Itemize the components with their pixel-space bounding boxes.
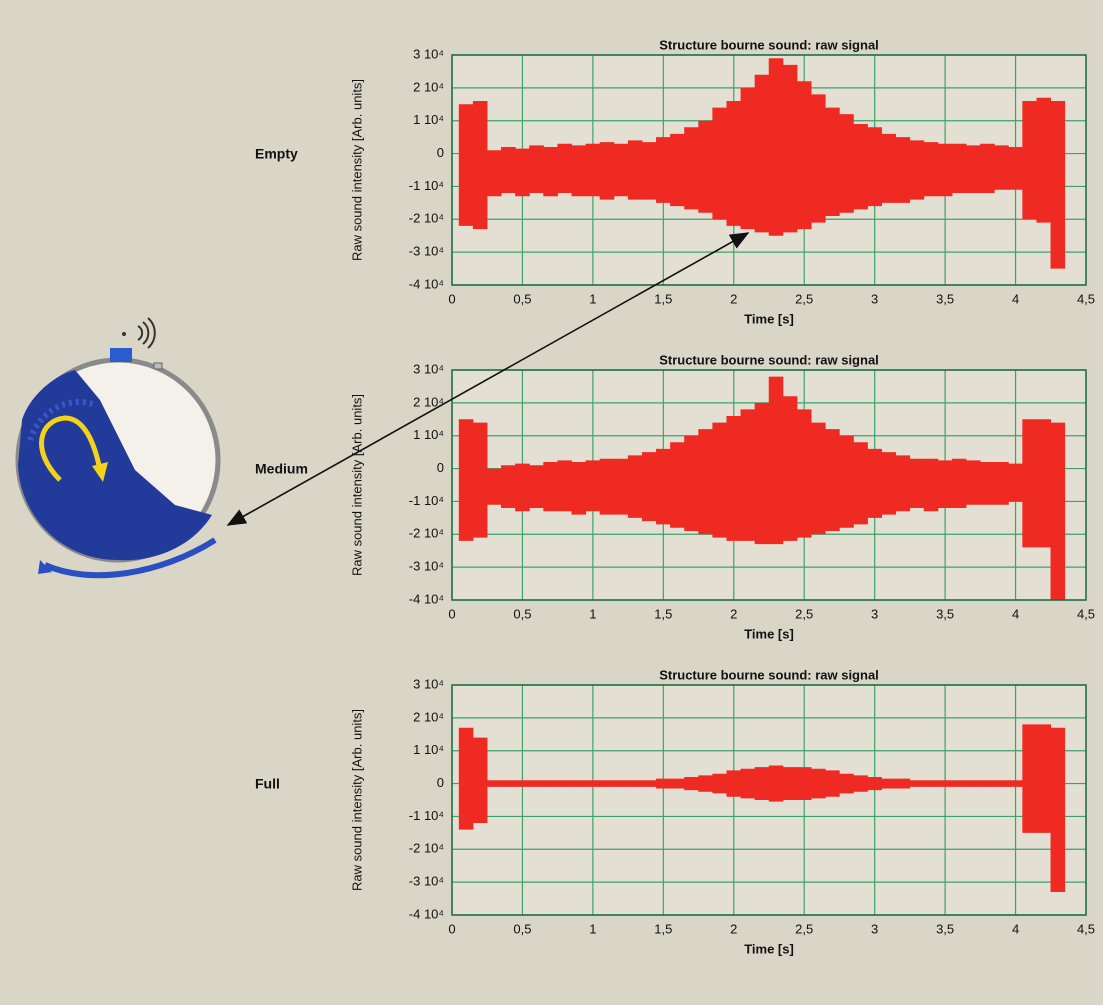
x-tick-label: 2: [730, 291, 737, 306]
y-tick-label: 1 10⁴: [413, 427, 444, 442]
x-axis-label: Time [s]: [744, 311, 794, 326]
y-tick-label: 1 10⁴: [413, 112, 444, 127]
x-tick-label: 1,5: [654, 921, 672, 936]
x-tick-label: 0: [448, 606, 455, 621]
y-tick-label: 0: [437, 145, 444, 160]
y-tick-label: -3 10⁴: [409, 559, 444, 574]
y-tick-label: 0: [437, 460, 444, 475]
y-tick-label: -3 10⁴: [409, 244, 444, 259]
y-tick-label: -2 10⁴: [409, 211, 444, 226]
x-tick-label: 1,5: [654, 606, 672, 621]
x-tick-label: 0,5: [513, 606, 531, 621]
x-tick-label: 3,5: [936, 606, 954, 621]
x-tick-label: 3,5: [936, 291, 954, 306]
x-tick-label: 3: [871, 606, 878, 621]
x-tick-label: 0,5: [513, 291, 531, 306]
chart: 0 0,5 1 1,5 2 2,5 3 3,5 4 4,5 3 10⁴ 2 10⁴ 1 10⁴ 0 -1 1…: [255, 37, 1095, 326]
x-tick-label: 2,5: [795, 291, 813, 306]
x-tick-label: 2,5: [795, 606, 813, 621]
chart: 0 0,5 1 1,5 2 2,5 3 3,5 4 4,5 3 10⁴ 2 10⁴ 1 10⁴ 0 -1 1…: [255, 667, 1095, 956]
y-tick-label: -2 10⁴: [409, 526, 444, 541]
y-tick-label: 2 10⁴: [413, 79, 444, 94]
y-tick-label: 3 10⁴: [413, 46, 444, 61]
x-axis-label: Time [s]: [744, 941, 794, 956]
x-tick-label: 2,5: [795, 921, 813, 936]
x-tick-label: 3: [871, 291, 878, 306]
x-tick-label: 0,5: [513, 921, 531, 936]
row-label: Full: [255, 776, 280, 792]
chart-title: Structure bourne sound: raw signal: [659, 352, 879, 367]
plot-border: [451, 684, 1087, 916]
y-tick-label: 2 10⁴: [413, 709, 444, 724]
x-tick-label: 0: [448, 291, 455, 306]
x-tick-label: 4: [1012, 921, 1019, 936]
y-tick-label: -2 10⁴: [409, 841, 444, 856]
drum-illustration: [15, 317, 221, 579]
y-tick-label: -1 10⁴: [409, 493, 444, 508]
y-tick-label: -1 10⁴: [409, 808, 444, 823]
x-tick-label: 3: [871, 921, 878, 936]
x-tick-label: 4: [1012, 291, 1019, 306]
x-tick-label: 2: [730, 606, 737, 621]
x-tick-label: 1,5: [654, 291, 672, 306]
x-tick-label: 4,5: [1077, 291, 1095, 306]
y-tick-label: -4 10⁴: [409, 591, 444, 606]
x-tick-label: 4: [1012, 606, 1019, 621]
chart-title: Structure bourne sound: raw signal: [659, 667, 879, 682]
x-tick-label: 3,5: [936, 921, 954, 936]
x-axis-label: Time [s]: [744, 626, 794, 641]
x-tick-label: 0: [448, 921, 455, 936]
x-tick-label: 1: [589, 606, 596, 621]
plot-border: [451, 54, 1087, 286]
row-label: Medium: [255, 461, 308, 477]
chart-title: Structure bourne sound: raw signal: [659, 37, 879, 52]
x-tick-label: 4,5: [1077, 606, 1095, 621]
y-tick-label: 0: [437, 775, 444, 790]
arrow: [226, 232, 750, 526]
y-tick-label: 1 10⁴: [413, 742, 444, 757]
x-tick-label: 4,5: [1077, 921, 1095, 936]
x-tick-label: 2: [730, 921, 737, 936]
y-axis-label: Raw sound intensity [Arb. units]: [349, 79, 364, 261]
x-tick-label: 1: [589, 291, 596, 306]
y-tick-label: 3 10⁴: [413, 676, 444, 691]
y-tick-label: -1 10⁴: [409, 178, 444, 193]
y-tick-label: -3 10⁴: [409, 874, 444, 889]
y-axis-label: Raw sound intensity [Arb. units]: [349, 394, 364, 576]
y-tick-label: 3 10⁴: [413, 361, 444, 376]
y-axis-label: Raw sound intensity [Arb. units]: [349, 709, 364, 891]
y-tick-label: -4 10⁴: [409, 906, 444, 921]
x-tick-label: 1: [589, 921, 596, 936]
row-label: Empty: [255, 146, 298, 162]
y-tick-label: -4 10⁴: [409, 276, 444, 291]
